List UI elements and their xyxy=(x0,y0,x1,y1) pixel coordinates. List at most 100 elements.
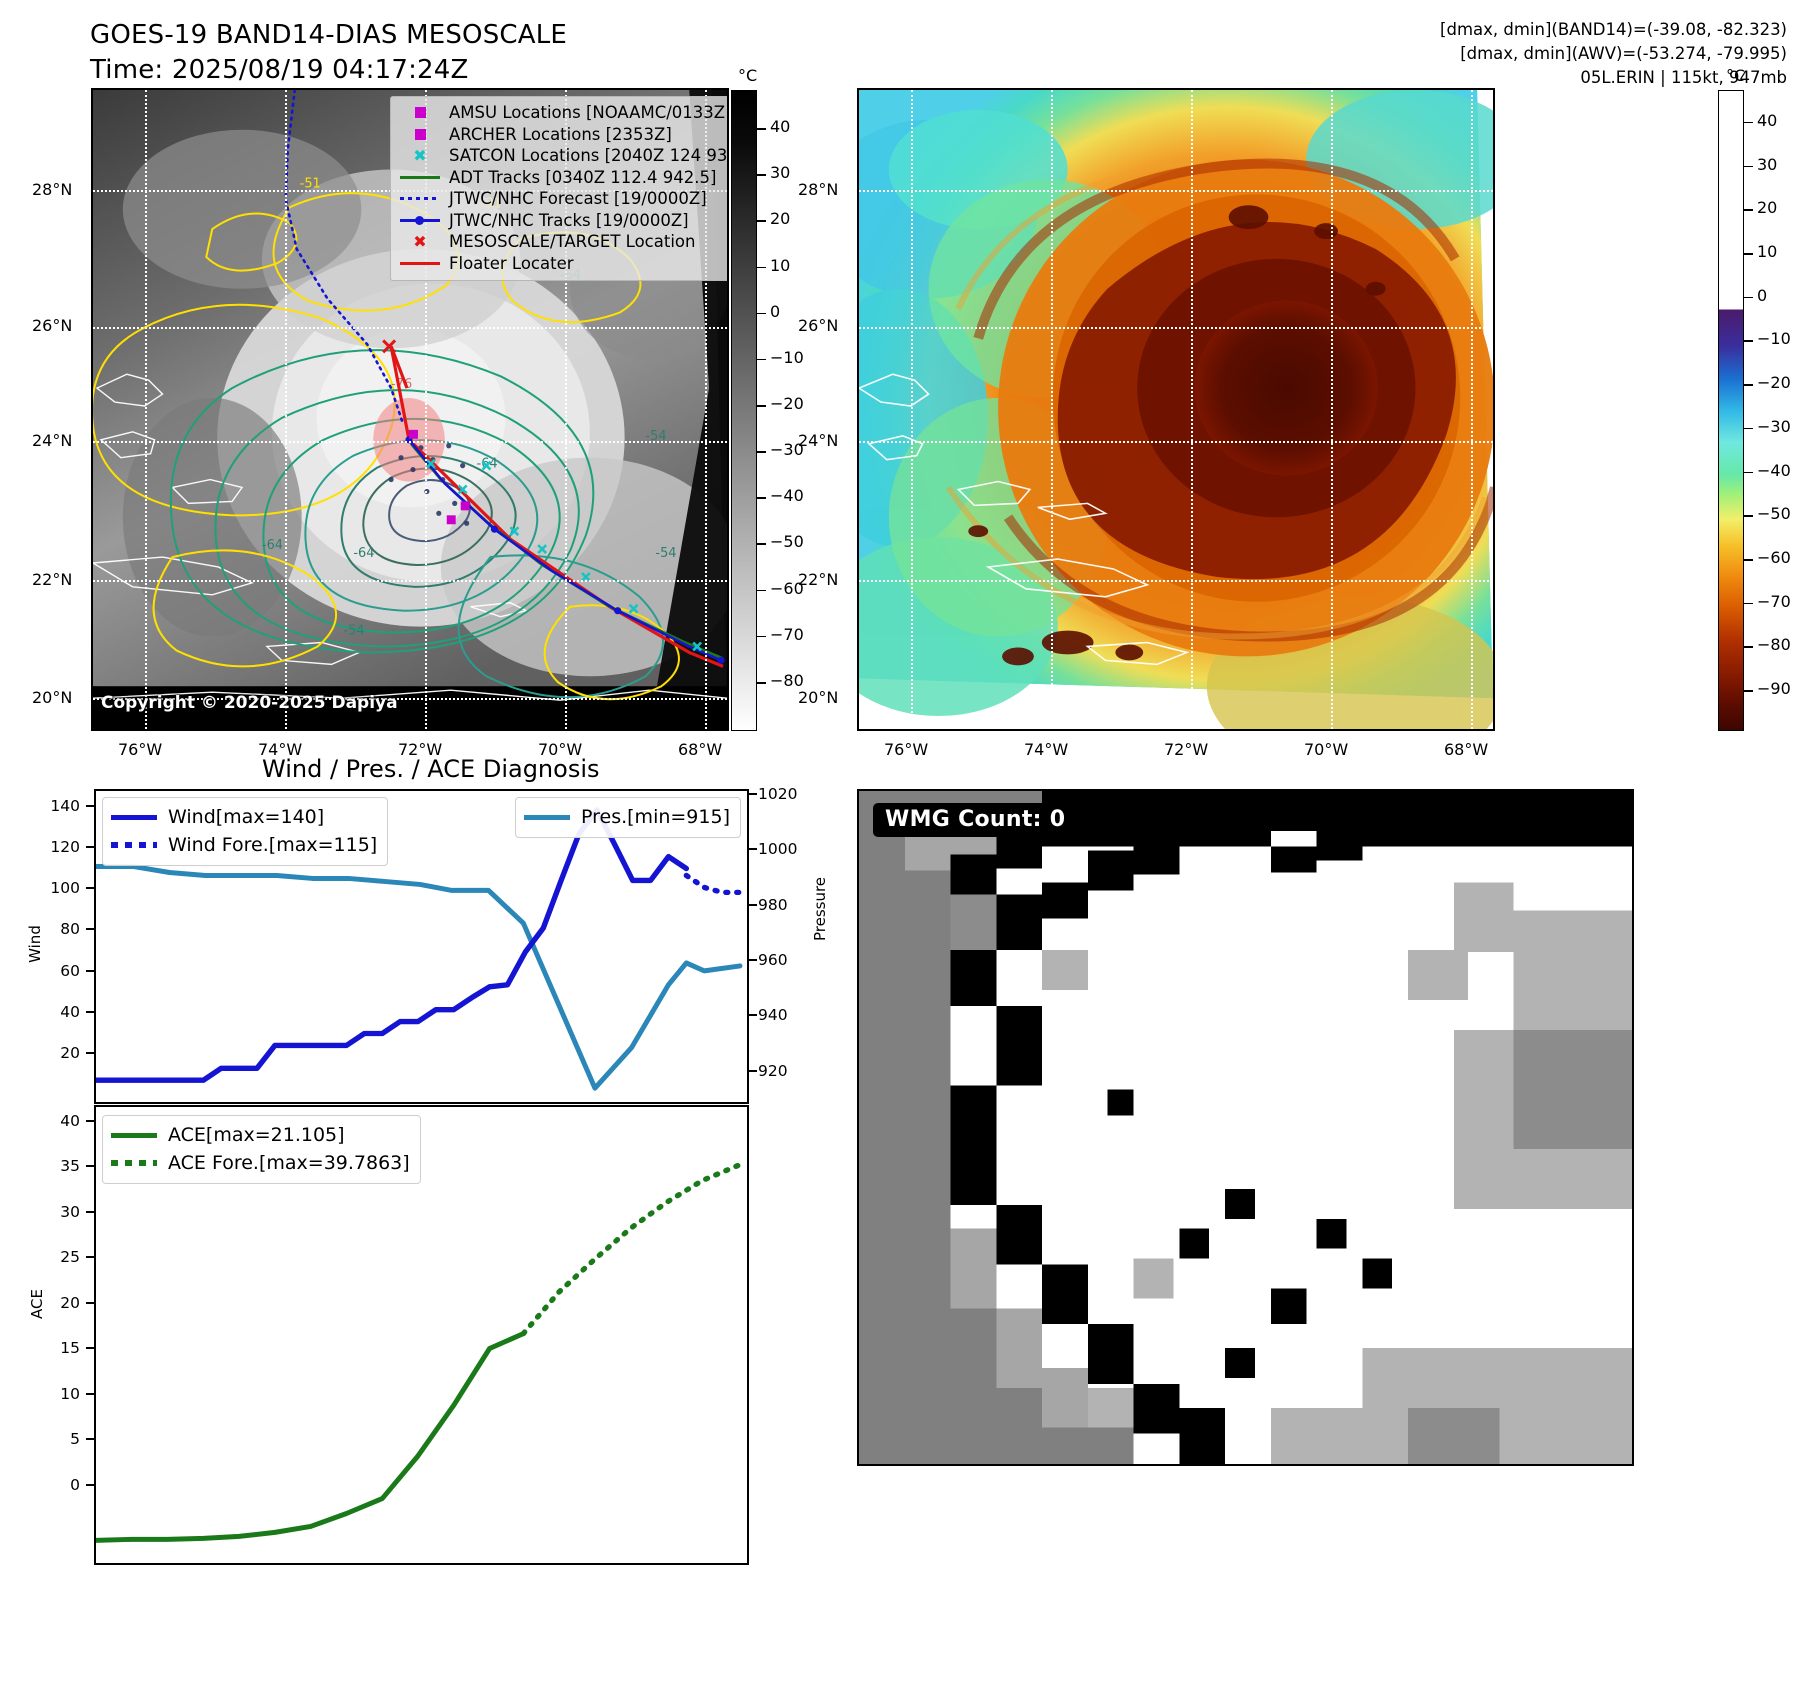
legend-item-archer: ARCHER Locations [2353Z] xyxy=(399,124,727,146)
legend-item-amsu: AMSU Locations [NOAAMC/0133Z 107 946] xyxy=(399,102,727,124)
grid-line-lon xyxy=(425,90,427,729)
colorbar-tickmark xyxy=(757,589,766,592)
grid-line-lat xyxy=(93,441,727,443)
grid-line-lon xyxy=(565,90,567,729)
awv-image xyxy=(859,90,1493,729)
colorbar-tick-label: 40 xyxy=(770,117,791,137)
grid-line-lon xyxy=(705,90,707,729)
legend-label: ACE[max=21.105] xyxy=(168,1124,345,1146)
colorbar-tick-label: 10 xyxy=(770,255,791,275)
ace-ytick: 10 xyxy=(60,1385,80,1403)
pressure-ytick: 1000 xyxy=(758,840,798,858)
colorbar-tick-label: −70 xyxy=(770,624,804,644)
ir-lat-label: 22°N xyxy=(32,570,73,589)
awv-lon-label: 68°W xyxy=(1444,740,1489,759)
awv-lat-label: 28°N xyxy=(798,180,839,199)
colorbar-tickmark xyxy=(1744,646,1753,649)
legend-label: ACE Fore.[max=39.7863] xyxy=(168,1152,410,1174)
colorbar-tickmark xyxy=(1744,209,1753,211)
legend-item-wind-forecast: Wind Fore.[max=115] xyxy=(111,831,377,859)
colorbar-tickmark xyxy=(1744,165,1753,168)
colorbar-tick-label: −80 xyxy=(1757,635,1791,655)
wind-line-icon xyxy=(111,814,159,820)
wind-pressure-chart[interactable]: Wind[max=140] Wind Fore.[max=115] Pres.[… xyxy=(94,789,749,1104)
colorbar-tickmark xyxy=(757,635,766,638)
colorbar-tick-label: −30 xyxy=(770,440,804,460)
ace-plot xyxy=(96,1161,743,1543)
ace-chart[interactable]: ACE[max=21.105] ACE Fore.[max=39.7863] xyxy=(94,1105,749,1565)
colorbar-tick-label: −10 xyxy=(770,347,804,367)
colorbar-tickmark xyxy=(757,266,766,269)
colorbar-tickmark xyxy=(757,451,766,453)
colorbar-tick-label: −80 xyxy=(770,670,804,690)
awv-satellite-map[interactable] xyxy=(857,88,1495,731)
awv-lat-label: 20°N xyxy=(798,688,839,707)
awv-colorbar-unit: °C xyxy=(1726,66,1746,85)
colorbar-tickmark xyxy=(1744,340,1753,343)
archer-square-icon xyxy=(399,128,441,140)
svg-text:-76: -76 xyxy=(391,377,412,392)
ace-line-icon xyxy=(111,1132,159,1138)
wmg-map[interactable]: WMG Count: 0 xyxy=(857,789,1634,1466)
wind-forecast-dotted-icon xyxy=(111,842,159,848)
pressure-ytick: 1020 xyxy=(758,785,798,803)
ir-lat-label: 24°N xyxy=(32,431,73,450)
grid-line-lon xyxy=(1331,90,1333,729)
wind-ytick: 120 xyxy=(50,838,80,856)
colorbar-tickmark xyxy=(1744,690,1753,692)
wmg-image xyxy=(859,791,1632,1464)
title-line: GOES-19 BAND14-DIAS MESOSCALE xyxy=(90,20,568,50)
awv-lon-label: 74°W xyxy=(1024,740,1069,759)
ace-forecast-dotted-icon xyxy=(111,1160,159,1166)
awv-lat-label: 24°N xyxy=(798,431,839,450)
amsu-square-icon xyxy=(399,107,441,119)
ace-ytick: 0 xyxy=(70,1476,80,1494)
ir-lon-label: 72°W xyxy=(398,740,443,759)
ir-colorbar xyxy=(731,90,757,731)
ir-lat-label: 26°N xyxy=(32,316,73,335)
ir-image: -31 -51 -64 -76 -64 -64 -64 -54 -54 -54 xyxy=(93,90,727,729)
pressure-ytick: 960 xyxy=(758,951,788,969)
grid-line-lon xyxy=(911,90,913,729)
legend-label: AMSU Locations [NOAAMC/0133Z 107 946] xyxy=(449,103,727,123)
colorbar-tickmark xyxy=(757,405,766,407)
ace-ytick: 20 xyxy=(60,1294,80,1312)
awv-lat-label: 22°N xyxy=(798,570,839,589)
ir-lon-label: 70°W xyxy=(538,740,583,759)
ir-satellite-map[interactable]: -31 -51 -64 -76 -64 -64 -64 -54 -54 -54 xyxy=(91,88,729,731)
awv-colorbar xyxy=(1718,90,1744,731)
floater-line-icon xyxy=(399,261,441,265)
svg-text:-64: -64 xyxy=(262,538,283,553)
legend-item-tracks: JTWC/NHC Tracks [19/0000Z] xyxy=(399,210,727,232)
wind-ytick: 140 xyxy=(50,797,80,815)
colorbar-tickmark xyxy=(1744,602,1753,605)
legend-label: Floater Locater xyxy=(449,253,574,273)
colorbar-tick-label: −50 xyxy=(1757,504,1791,524)
svg-text:-54: -54 xyxy=(655,546,676,561)
colorbar-tick-label: −50 xyxy=(770,532,804,552)
svg-text:-54: -54 xyxy=(646,429,667,444)
colorbar-tickmark xyxy=(1744,515,1753,517)
colorbar-tickmark xyxy=(757,128,766,130)
grid-line-lat xyxy=(93,698,727,700)
legend-label: MESOSCALE/TARGET Location xyxy=(449,232,696,252)
colorbar-tickmark xyxy=(1744,121,1753,124)
awv-lon-label: 72°W xyxy=(1164,740,1209,759)
awv-lon-label: 70°W xyxy=(1304,740,1349,759)
legend-label: JTWC/NHC Forecast [19/0000Z] xyxy=(449,189,707,209)
grid-line-lat xyxy=(859,190,1493,192)
awv-lat-label: 26°N xyxy=(798,316,839,335)
ace-legend: ACE[max=21.105] ACE Fore.[max=39.7863] xyxy=(102,1115,421,1184)
svg-text:-54: -54 xyxy=(343,624,364,639)
wind-ytick: 20 xyxy=(60,1044,80,1062)
ace-ytick: 25 xyxy=(60,1248,80,1266)
wind-ytick: 40 xyxy=(60,1003,80,1021)
legend-item-forecast: JTWC/NHC Forecast [19/0000Z] xyxy=(399,188,727,210)
pressure-ytick: 940 xyxy=(758,1006,788,1024)
colorbar-tick-label: −30 xyxy=(1757,416,1791,436)
diagnosis-title: Wind / Pres. / ACE Diagnosis xyxy=(262,755,600,783)
ace-axis-label: ACE xyxy=(28,1289,46,1319)
wind-axis-label: Wind xyxy=(26,925,44,963)
colorbar-tick-label: −10 xyxy=(1757,329,1791,349)
grid-line-lat xyxy=(859,327,1493,329)
